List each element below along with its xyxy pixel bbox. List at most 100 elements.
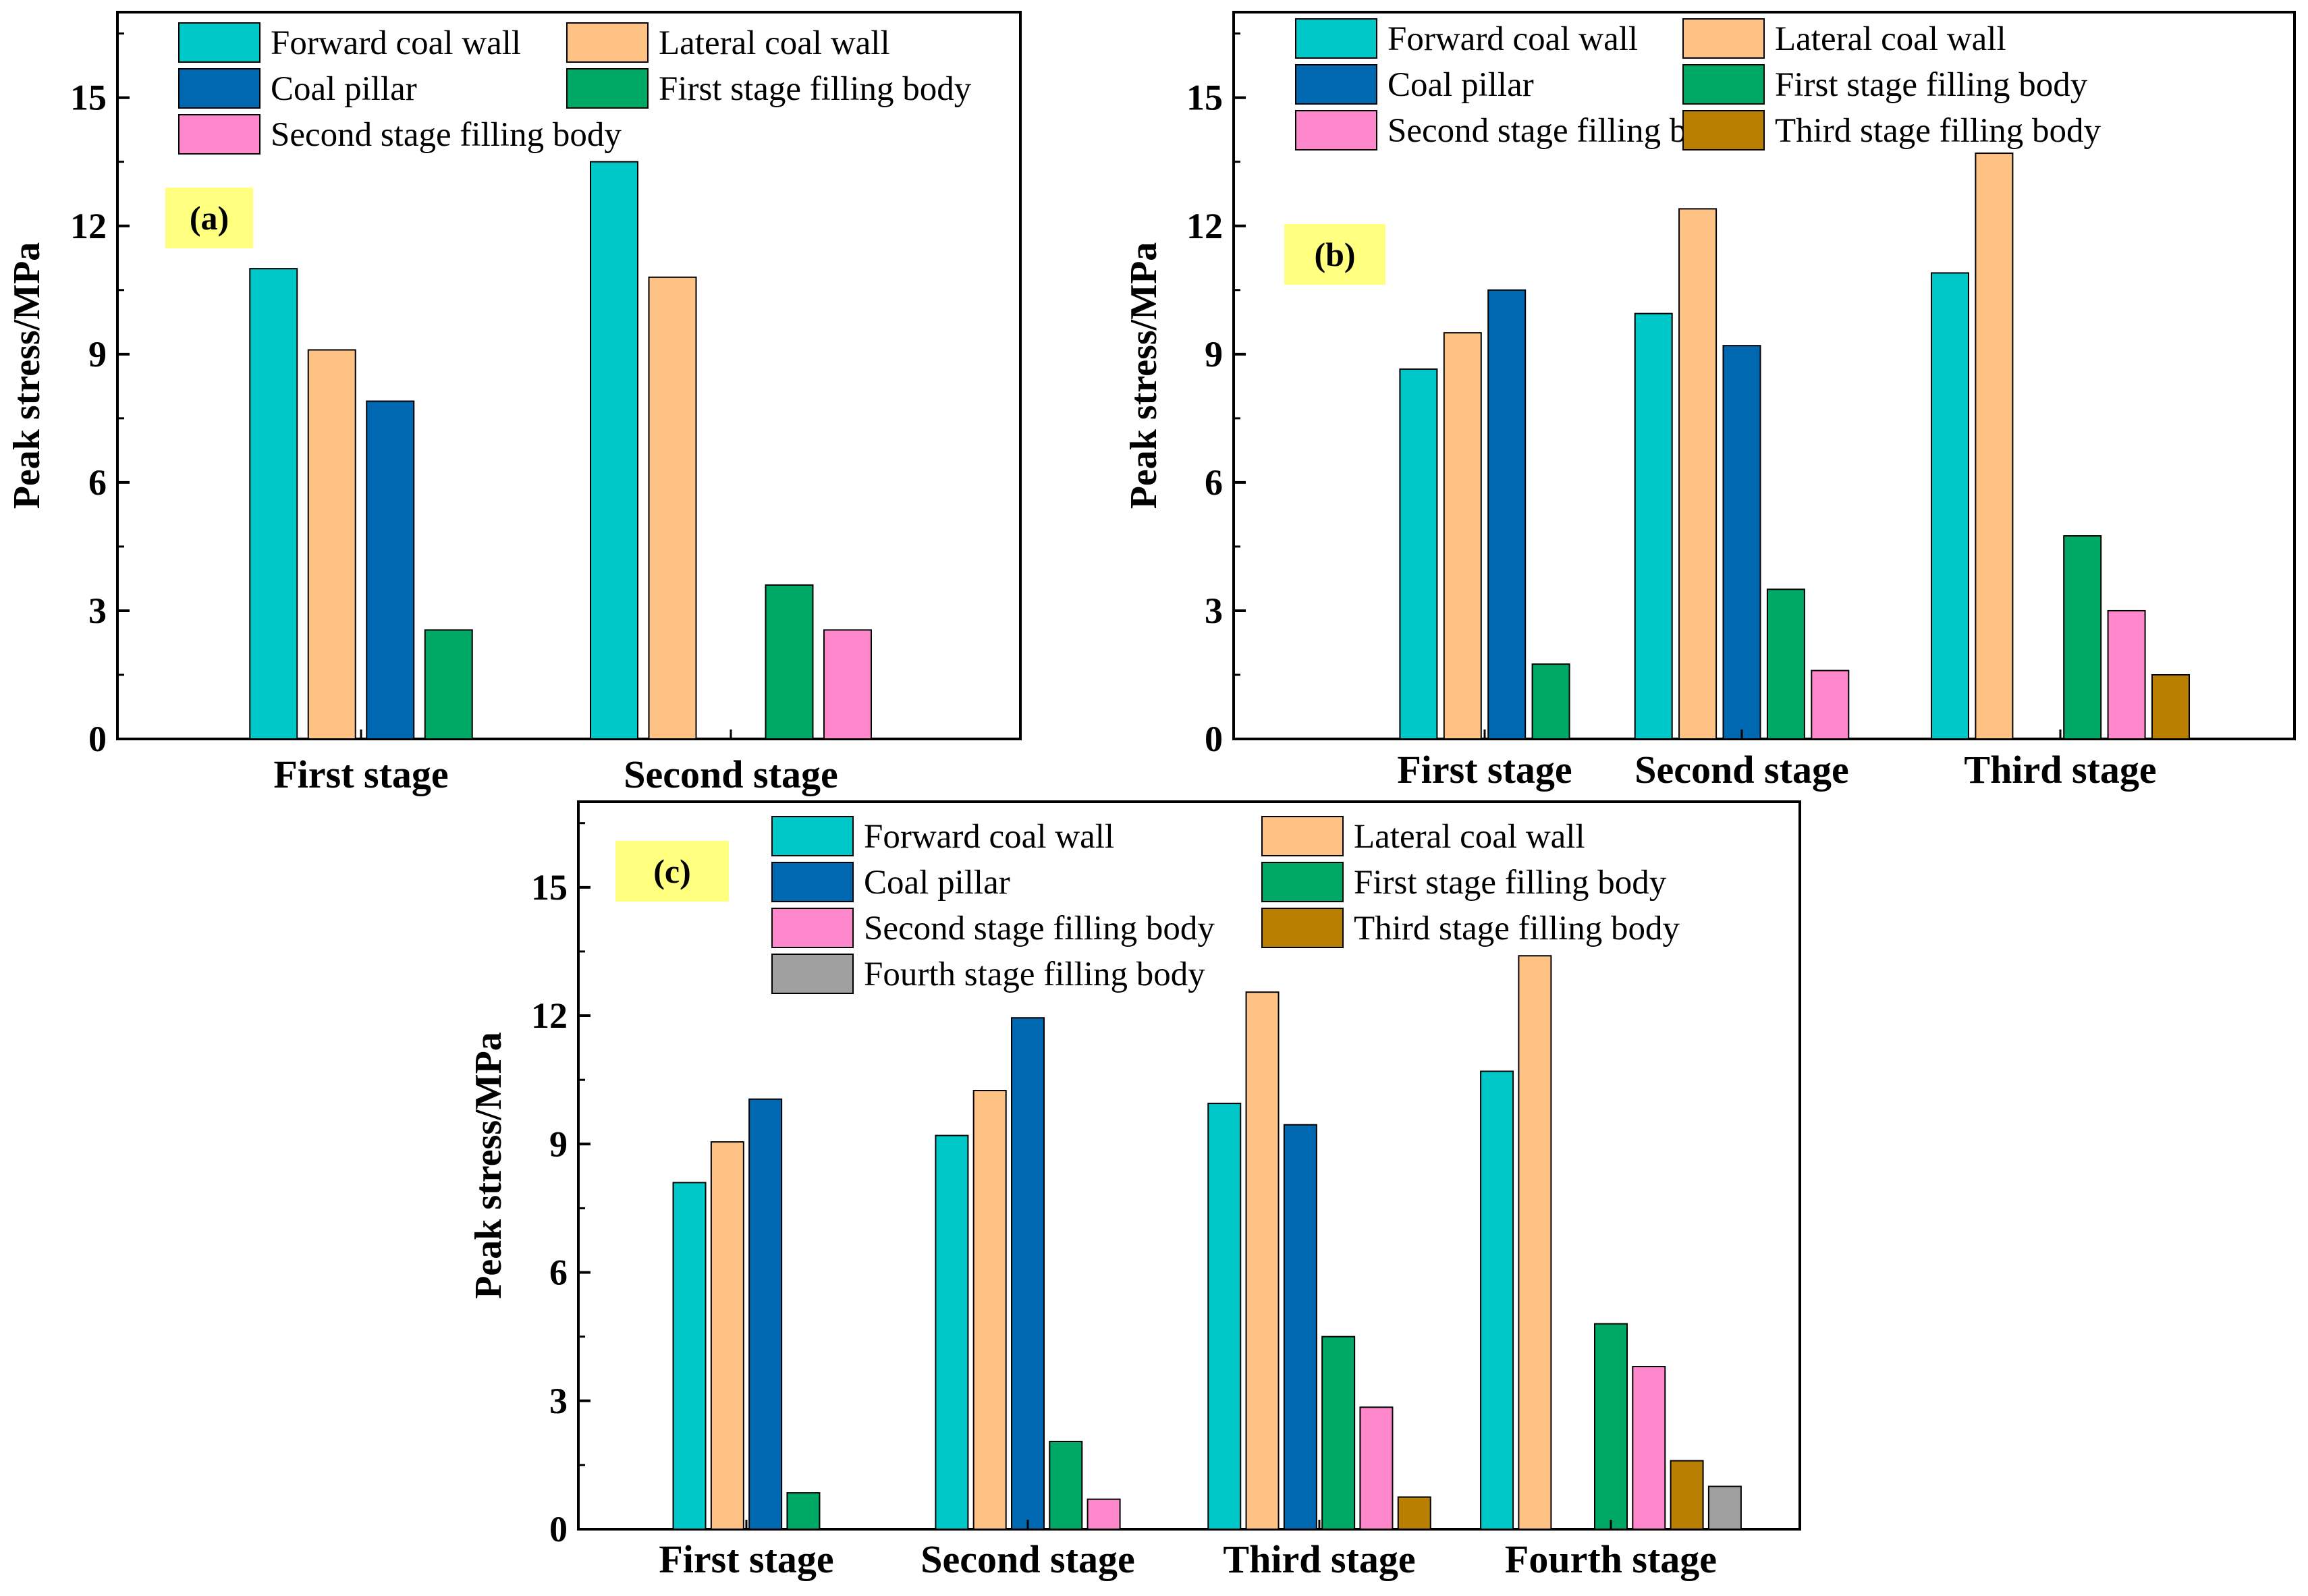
legend-swatch [566,68,649,109]
y-tick-label: 9 [549,1124,568,1164]
legend-label: Second stage filling body [864,910,1215,947]
bar-third-stage-filling-body-fourth-stage [1670,1460,1704,1531]
bar-coal-pillar-first-stage [748,1098,783,1530]
legend: Forward coal wall Lateral coal wall Coal p… [178,22,972,155]
legend-swatch [566,22,649,63]
legend-item: Second stage filling body [1295,110,1738,150]
bar-first-stage-filling-body-second-stage [765,584,814,740]
bar-fourth-stage-filling-body-fourth-stage [1707,1485,1742,1530]
legend-item: Fourth stage filling body [771,954,1205,994]
x-category-label: First stage [273,752,448,796]
bar-lateral-coal-wall-second-stage [648,276,697,740]
legend-label: Lateral coal wall [1775,20,2006,58]
legend-item: Forward coal wall [178,22,521,63]
x-category-label: Third stage [1223,1537,1415,1581]
legend-label: Forward coal wall [1387,20,1638,58]
bar-coal-pillar-second-stage [1011,1017,1045,1530]
y-tick-label: 3 [1205,590,1223,631]
x-category-label: Second stage [921,1537,1134,1581]
x-category-label: Second stage [624,752,837,796]
x-category-label: First stage [659,1537,833,1581]
y-axis-label: Peak stress/MPa [6,242,48,510]
bar-second-stage-filling-body-third-stage [2107,609,2146,740]
legend-label: Second stage filling body [1387,112,1738,150]
y-axis-label: Peak stress/MPa [1123,242,1165,510]
bar-second-stage-filling-body-second-stage [1087,1498,1121,1531]
panel-label-box [615,841,729,902]
bar-first-stage-filling-body-first-stage [786,1492,821,1531]
legend-label: Coal pillar [271,70,417,108]
legend-item: Lateral coal wall [1261,816,1585,856]
x-category-label: Fourth stage [1505,1537,1717,1581]
bar-forward-coal-wall-third-stage [1931,272,1969,740]
legend-swatch [178,114,260,155]
bar-forward-coal-wall-second-stage [935,1134,969,1531]
bar-forward-coal-wall-fourth-stage [1480,1070,1514,1530]
plot-frame [1232,11,2296,740]
legend-label: Forward coal wall [271,24,521,62]
bar-forward-coal-wall-second-stage [590,161,638,740]
legend-swatch [1261,908,1344,948]
legend-swatch [771,816,854,856]
bar-forward-coal-wall-first-stage [672,1182,707,1531]
legend-swatch [1261,816,1344,856]
bar-second-stage-filling-body-second-stage [1811,669,1850,740]
legend-item: Second stage filling body [178,114,622,155]
legend-label: Second stage filling body [271,116,622,154]
bar-first-stage-filling-body-third-stage [2063,535,2102,740]
bar-coal-pillar-third-stage [1283,1124,1317,1530]
legend-swatch [1295,110,1377,150]
bar-coal-pillar-first-stage [1487,289,1527,740]
y-tick-label: 15 [70,78,107,118]
plot-frame [577,800,1801,1531]
bar-coal-pillar-first-stage [366,400,415,740]
legend-item: First stage filling body [566,68,972,109]
bar-lateral-coal-wall-first-stage [1443,332,1482,740]
y-tick-label: 6 [1205,462,1223,503]
bar-lateral-coal-wall-third-stage [1245,991,1280,1530]
bar-first-stage-filling-body-third-stage [1321,1336,1356,1531]
chart-panel-a: 0 3 6 9 12 15 Peak stress/MPa First stage Second… [6,11,1022,796]
legend-item: Third stage filling body [1682,110,2101,150]
legend-swatch [771,862,854,902]
legend-swatch [1682,64,1765,105]
legend-item: Lateral coal wall [1682,18,2006,59]
chart-panel-b: 0 3 6 9 12 15 Peak stress/MPa First stage Second… [1123,11,2296,792]
legend-label: Coal pillar [864,864,1010,902]
chart-panel-c: 0 3 6 9 12 15 Peak stress/MPa First stage Second… [468,800,1801,1581]
legend-swatch [771,908,854,948]
legend: Forward coal wall Lateral coal wall Coal p… [1295,18,2101,150]
y-tick-label: 12 [1186,206,1223,246]
bar-coal-pillar-second-stage [1722,345,1761,740]
legend-swatch [1682,18,1765,59]
legend-label: First stage filling body [1775,66,2088,104]
legend-label: Fourth stage filling body [864,956,1205,993]
y-tick-label: 12 [70,206,107,246]
legend-swatch [178,22,260,63]
y-tick-label: 15 [531,867,568,908]
y-tick-label: 9 [1205,334,1223,375]
legend-swatch [1295,18,1377,59]
bar-first-stage-filling-body-first-stage [424,629,473,740]
y-tick-label: 3 [88,590,107,631]
legend-item: Third stage filling body [1261,908,1680,948]
bar-lateral-coal-wall-fourth-stage [1518,955,1552,1530]
y-tick-label: 0 [549,1509,568,1549]
y-tick-label: 0 [1205,719,1223,759]
legend-label: Third stage filling body [1354,910,1680,947]
y-tick-label: 0 [88,719,107,759]
panel-label: (a) [190,199,229,237]
panel-label-box [165,188,253,248]
legend-swatch [1682,110,1765,150]
y-tick-label: 15 [1186,78,1223,118]
y-axis-label: Peak stress/MPa [468,1032,510,1299]
y-tick-label: 3 [549,1381,568,1421]
bar-first-stage-filling-body-first-stage [1531,663,1570,740]
legend-item: Lateral coal wall [566,22,890,63]
legend-item: Coal pillar [771,862,1010,902]
plot-frame [116,11,1022,740]
x-category-label: Second stage [1634,748,1848,792]
bar-lateral-coal-wall-third-stage [1975,153,2014,740]
panel-label-box [1284,224,1385,285]
y-tick-label: 6 [88,462,107,503]
